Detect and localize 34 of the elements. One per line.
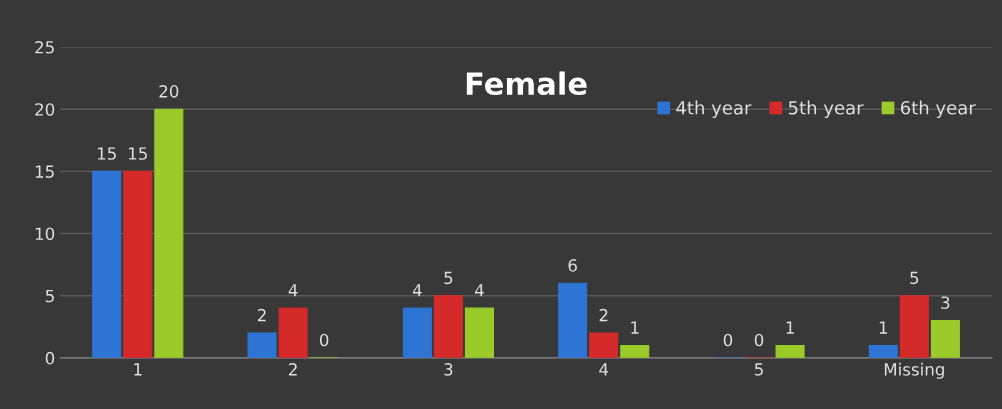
y-tick-label: 10 [35,227,55,241]
legend-label: 4th year [676,100,752,119]
x-tick-label: 4 [599,363,609,376]
y-tick-label: 0 [45,351,55,365]
y-tick-label: 25 [35,41,54,54]
x-tick-label: Missing [884,362,944,379]
data-label: 3 [941,296,950,310]
data-label: 4 [288,284,298,297]
data-label: 20 [159,85,179,98]
data-label: 5 [444,271,453,285]
legend-label: 5th year [788,100,864,119]
data-label: 15 [129,147,147,160]
x-tick-label: 5 [755,363,763,376]
data-label: 0 [319,333,329,347]
data-label: 4 [412,284,422,297]
data-label: 0 [754,333,764,347]
legend-label: 6th year [900,100,976,119]
y-tick-label: 20 [35,103,55,116]
data-label: 0 [723,333,733,347]
text: Female [466,71,587,96]
data-label: 6 [568,259,577,272]
data-label: 15 [97,147,116,160]
data-label: 1 [786,321,794,334]
data-label: 5 [910,271,919,285]
data-label: 4 [474,284,484,297]
data-label: 2 [257,308,266,322]
y-tick-label: 5 [45,289,54,303]
y-tick-label: 15 [35,165,54,178]
x-tick-label: 3 [444,363,453,376]
data-label: 2 [599,308,608,322]
x-tick-label: 2 [289,363,297,376]
data-label: 1 [879,321,888,334]
data-label: 1 [631,321,639,334]
x-tick-label: 1 [134,363,142,376]
